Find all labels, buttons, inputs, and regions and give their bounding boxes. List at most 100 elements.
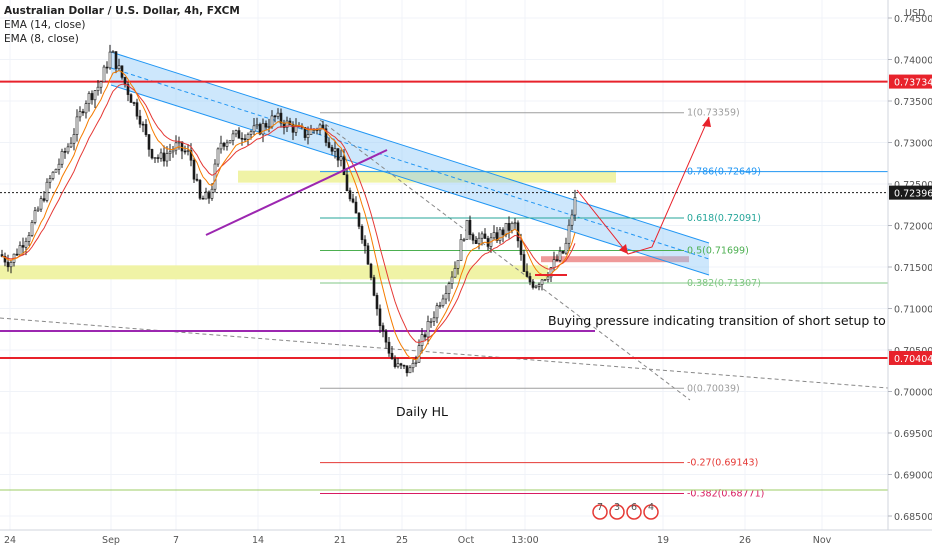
- candle-body: [156, 157, 160, 159]
- candle-body: [249, 131, 253, 135]
- time-tick-label: 14: [252, 535, 264, 546]
- candle-body: [111, 51, 115, 53]
- candle-body: [105, 66, 109, 69]
- candle-body: [519, 240, 523, 255]
- candle-body: [141, 123, 145, 126]
- legend-title: Australian Dollar / U.S. Dollar, 4h, FXC…: [4, 5, 240, 17]
- candle-body: [342, 156, 346, 176]
- candle-body: [51, 171, 55, 179]
- time-tick-label: 7: [173, 535, 179, 546]
- price-tag-label: 0.72396: [894, 189, 932, 200]
- price-tag: [889, 350, 932, 365]
- fib-label: 0.5(0.71699): [687, 245, 749, 256]
- candle-body: [321, 124, 325, 130]
- candle-body: [39, 198, 43, 210]
- time-tick-label: 13:00: [511, 535, 538, 546]
- fib-label: 0.786(0.72649): [687, 167, 761, 178]
- candle-body: [276, 112, 280, 117]
- candle-body: [222, 142, 226, 147]
- candle-body: [237, 130, 241, 139]
- candle-body: [36, 208, 40, 212]
- time-tick-label: Nov: [813, 535, 832, 546]
- candle-body: [114, 51, 118, 69]
- candle-body: [96, 86, 100, 92]
- candle-body: [291, 124, 295, 133]
- candle-body: [366, 245, 370, 265]
- candle-body: [390, 352, 394, 360]
- arrow-head-icon: [619, 244, 628, 254]
- price-tick-label: 0.68500: [894, 512, 932, 523]
- price-tick-label: 0.71000: [894, 305, 932, 316]
- candle-body: [543, 279, 547, 281]
- candle-body: [183, 150, 187, 153]
- candle-body: [162, 152, 166, 162]
- candle-body: [18, 245, 22, 256]
- candle-body: [108, 51, 112, 69]
- candle-body: [78, 111, 82, 118]
- candle-body: [417, 345, 421, 363]
- entry-zone: [541, 256, 689, 263]
- candle-body: [396, 363, 400, 367]
- ema-8-line: [1, 70, 576, 361]
- candle-body: [462, 239, 466, 241]
- candle-body: [528, 276, 532, 283]
- candle-body: [408, 367, 412, 374]
- event-flag-icon: [609, 504, 625, 520]
- event-count: 6: [631, 502, 637, 513]
- candle-body: [513, 222, 517, 225]
- candle-body: [132, 102, 136, 104]
- candle-body: [558, 250, 562, 261]
- candle-body: [552, 259, 556, 268]
- time-axis-bg: [0, 530, 932, 550]
- candle-body: [357, 212, 361, 227]
- price-tick-label: 0.73500: [894, 97, 932, 108]
- price-tick-label: 0.72000: [894, 222, 932, 233]
- candle-body: [243, 138, 247, 140]
- candle-body: [459, 239, 463, 261]
- candle-body: [168, 151, 172, 154]
- candle-body: [15, 253, 19, 256]
- candle-body: [453, 268, 457, 278]
- candle-body: [6, 261, 10, 268]
- time-tick-label: 19: [657, 535, 669, 546]
- overlay-layer: Buying pressure indicating transition of…: [0, 70, 917, 520]
- candle-body: [213, 163, 217, 190]
- legend-ema-8: EMA (8, close): [4, 33, 79, 45]
- candle-body: [405, 365, 409, 374]
- candle-body: [147, 134, 151, 150]
- event-count: 3: [614, 502, 620, 513]
- candle-body: [63, 151, 67, 153]
- price-tick-label: 0.69000: [894, 471, 932, 482]
- candle-body: [216, 148, 220, 165]
- time-tick-label: 26: [739, 535, 751, 546]
- candle-body: [360, 226, 364, 240]
- candle-body: [477, 237, 481, 244]
- event-flag-icon: [643, 504, 659, 520]
- candle-body: [432, 317, 436, 322]
- candle-body: [336, 148, 340, 161]
- candle-body: [306, 134, 310, 138]
- candle-body: [174, 142, 178, 151]
- candle-body: [144, 124, 148, 135]
- candle-body: [570, 214, 574, 226]
- candle-body: [204, 191, 208, 200]
- candle-body: [369, 263, 373, 278]
- candle-body: [540, 279, 544, 285]
- candle-body: [450, 276, 454, 284]
- fib-label: 0.618(0.72091): [687, 213, 761, 224]
- candle-body: [126, 84, 130, 95]
- candle-body: [21, 245, 25, 248]
- candle-body: [150, 149, 154, 159]
- candle-body: [381, 325, 385, 332]
- time-tick-label: 25: [396, 535, 408, 546]
- candle-body: [102, 66, 106, 83]
- candle-body: [372, 277, 376, 296]
- price-tick-label: 0.74500: [894, 14, 932, 25]
- chart-legend: Australian Dollar / U.S. Dollar, 4h, FXC…: [4, 4, 240, 46]
- candle-body: [339, 156, 343, 161]
- price-axis-bg: [888, 0, 932, 550]
- candle-body: [87, 93, 91, 104]
- price-tick-label: 0.71500: [894, 263, 932, 274]
